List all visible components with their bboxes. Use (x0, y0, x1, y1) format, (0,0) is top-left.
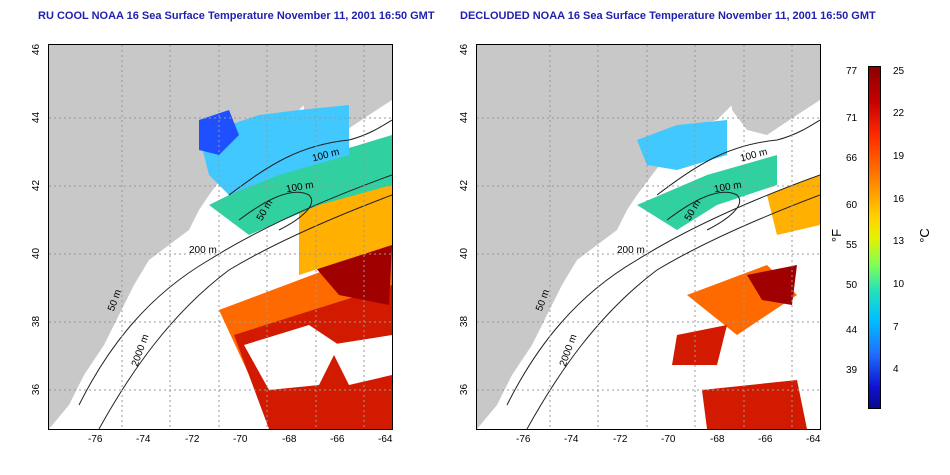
right-map-panel: 100 m 100 m 50 m 200 m 50 m 2000 m (476, 44, 821, 430)
contour-2000m (526, 194, 820, 429)
contour-2000m (98, 194, 392, 429)
x-tick-label: -68 (710, 434, 725, 445)
contour-50m (238, 191, 312, 231)
contour-50m (666, 191, 740, 231)
f-tick-label: 77 (846, 66, 858, 77)
hot-water-patch (672, 325, 727, 365)
c-tick-label: 13 (893, 236, 905, 247)
x-tick-label: -68 (282, 434, 297, 445)
shelf-water-patch (637, 155, 777, 230)
x-tick-label: -72 (613, 434, 628, 445)
contour-100m (228, 119, 392, 196)
y-tick-label: 36 (459, 383, 471, 396)
y-tick-label: 42 (31, 179, 43, 192)
contour-label: 200 m (617, 245, 645, 256)
c-tick-label: 19 (893, 151, 905, 162)
y-tick-label: 40 (31, 247, 43, 260)
y-tick-label: 38 (459, 315, 471, 328)
map-grid (49, 45, 392, 429)
c-tick-label: 4 (893, 364, 899, 375)
f-tick-label: 60 (846, 200, 858, 211)
hot-core-patch (747, 265, 797, 305)
temperature-colorbar (868, 66, 881, 409)
x-tick-label: -74 (564, 434, 579, 445)
c-tick-label: 16 (893, 194, 905, 205)
x-tick-label: -74 (136, 434, 151, 445)
right-map-graphic (477, 45, 820, 429)
c-tick-label: 7 (893, 322, 899, 333)
x-tick-label: -66 (330, 434, 345, 445)
x-tick-label: -64 (378, 434, 393, 445)
contour-200m (506, 174, 820, 406)
x-tick-label: -70 (661, 434, 676, 445)
f-tick-label: 55 (846, 240, 858, 251)
gulf-of-maine-water (199, 105, 349, 195)
left-map-panel: 100 m 100 m 50 m 200 m 50 m 2000 m (48, 44, 393, 430)
north-america-landmass (477, 45, 820, 429)
c-tick-label: 10 (893, 279, 905, 290)
c-tick-label: 25 (893, 66, 905, 77)
y-tick-label: 42 (459, 179, 471, 192)
y-tick-label: 44 (459, 111, 471, 124)
north-america-landmass (49, 45, 392, 429)
x-tick-label: -76 (88, 434, 103, 445)
nova-scotia-landmass (727, 45, 820, 135)
map-grid (477, 45, 820, 429)
c-tick-label: 22 (893, 108, 905, 119)
right-map-title: DECLOUDED NOAA 16 Sea Surface Temperatur… (460, 10, 876, 22)
contour-200m (78, 174, 392, 406)
x-tick-label: -76 (516, 434, 531, 445)
contour-100m (656, 119, 820, 196)
y-tick-label: 38 (31, 315, 43, 328)
left-map-graphic (49, 45, 392, 429)
f-tick-label: 66 (846, 153, 858, 164)
gulf-of-maine-water (637, 120, 727, 170)
hot-water-patch (702, 380, 807, 429)
cloud-gap (329, 335, 392, 385)
f-tick-label: 44 (846, 325, 858, 336)
x-tick-label: -72 (185, 434, 200, 445)
cold-coastal-water (199, 110, 239, 155)
shelf-water-patch (209, 135, 392, 235)
y-tick-label: 46 (31, 43, 43, 56)
x-tick-label: -70 (233, 434, 248, 445)
x-tick-label: -64 (806, 434, 821, 445)
f-tick-label: 39 (846, 365, 858, 376)
celsius-unit-label: °C (916, 228, 932, 243)
y-tick-label: 46 (459, 43, 471, 56)
x-tick-label: -66 (758, 434, 773, 445)
y-tick-label: 36 (31, 383, 43, 396)
cloud-gap (244, 325, 339, 390)
fahrenheit-unit-label: °F (829, 228, 845, 243)
y-tick-label: 40 (459, 247, 471, 260)
f-tick-label: 50 (846, 280, 858, 291)
y-tick-label: 44 (31, 111, 43, 124)
contour-label: 200 m (189, 245, 217, 256)
f-tick-label: 71 (846, 113, 858, 124)
left-map-title: RU COOL NOAA 16 Sea Surface Temperature … (38, 10, 435, 22)
